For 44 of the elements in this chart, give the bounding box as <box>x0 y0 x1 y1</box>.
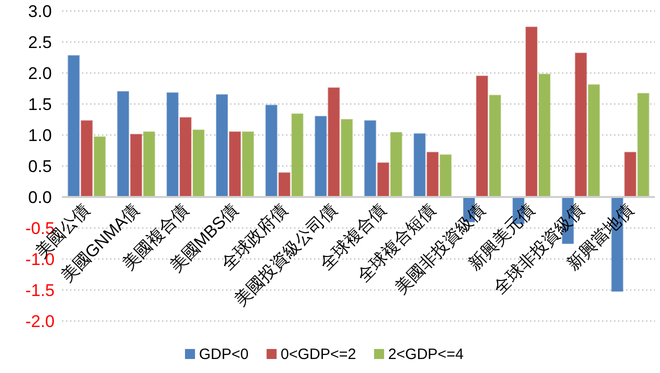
bar <box>525 26 538 198</box>
bar <box>94 136 106 198</box>
bar <box>117 91 130 198</box>
legend-label: 2<GDP<=4 <box>388 346 464 363</box>
bar <box>476 76 488 198</box>
bar <box>130 134 142 198</box>
bar <box>278 172 290 198</box>
y-tick-label: 0.0 <box>28 188 52 207</box>
y-tick-label: 1.5 <box>28 95 52 114</box>
bar <box>414 133 426 198</box>
y-tick-label: 3.0 <box>28 2 52 21</box>
bar <box>390 132 402 198</box>
y-tick-label: 2.5 <box>28 33 52 52</box>
bar <box>228 131 241 198</box>
bar <box>377 162 390 198</box>
bar <box>265 104 278 198</box>
bar <box>68 55 80 198</box>
bar <box>574 52 587 198</box>
y-tick-label: 2.0 <box>28 64 52 83</box>
bar <box>216 94 228 198</box>
bar <box>166 92 179 198</box>
legend-label: 0<GDP<=2 <box>280 346 356 363</box>
bar <box>364 120 376 198</box>
bar <box>637 92 650 198</box>
bar <box>180 117 192 198</box>
bar <box>143 131 156 198</box>
y-tick-label: 0.5 <box>28 157 52 176</box>
bar <box>624 152 636 198</box>
y-tick-label: 1.0 <box>28 126 52 145</box>
legend-label: GDP<0 <box>199 346 249 363</box>
bar <box>291 113 304 198</box>
bar <box>440 154 452 198</box>
bar <box>538 74 550 198</box>
bar <box>340 119 353 198</box>
bar <box>328 87 340 198</box>
bar <box>242 131 254 198</box>
bar <box>192 130 205 198</box>
y-tick-label: -2.0 <box>25 312 55 331</box>
bar <box>426 152 439 198</box>
y-tick-label: -1.5 <box>25 281 55 300</box>
bar <box>314 116 327 198</box>
bar <box>588 84 600 198</box>
bar <box>80 120 93 198</box>
bar <box>489 94 502 198</box>
